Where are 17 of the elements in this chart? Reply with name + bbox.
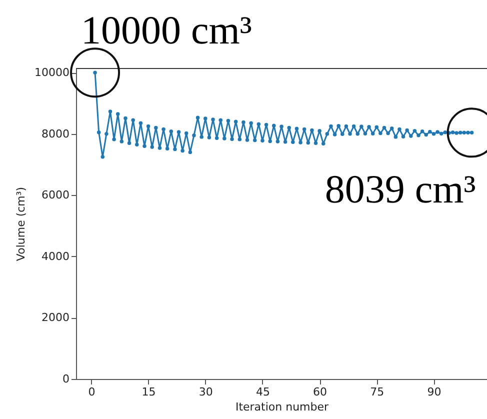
y-tick-label: 6000 — [42, 188, 70, 202]
x-tick-label: 45 — [256, 386, 270, 398]
x-tick-label: 75 — [370, 386, 384, 398]
y-tick-label: 4000 — [42, 250, 70, 263]
x-tick-label: 0 — [88, 386, 96, 398]
x-tick-label: 30 — [198, 386, 213, 398]
y-axis-title: Volume (cm³) — [14, 186, 28, 262]
annotation: 8039 cm³ — [324, 166, 476, 212]
y-tick-label: 0 — [62, 372, 70, 386]
y-tick-label: 10000 — [34, 66, 70, 80]
x-axis-title: Iteration number — [235, 400, 330, 414]
x-tick-label: 60 — [313, 386, 328, 398]
x-tick-label: 15 — [142, 386, 156, 398]
y-tick-label: 8000 — [42, 127, 70, 140]
y-tick-label: 2000 — [42, 311, 70, 324]
annotation: 10000 cm³ — [81, 8, 252, 53]
x-tick-label: 90 — [427, 386, 442, 398]
